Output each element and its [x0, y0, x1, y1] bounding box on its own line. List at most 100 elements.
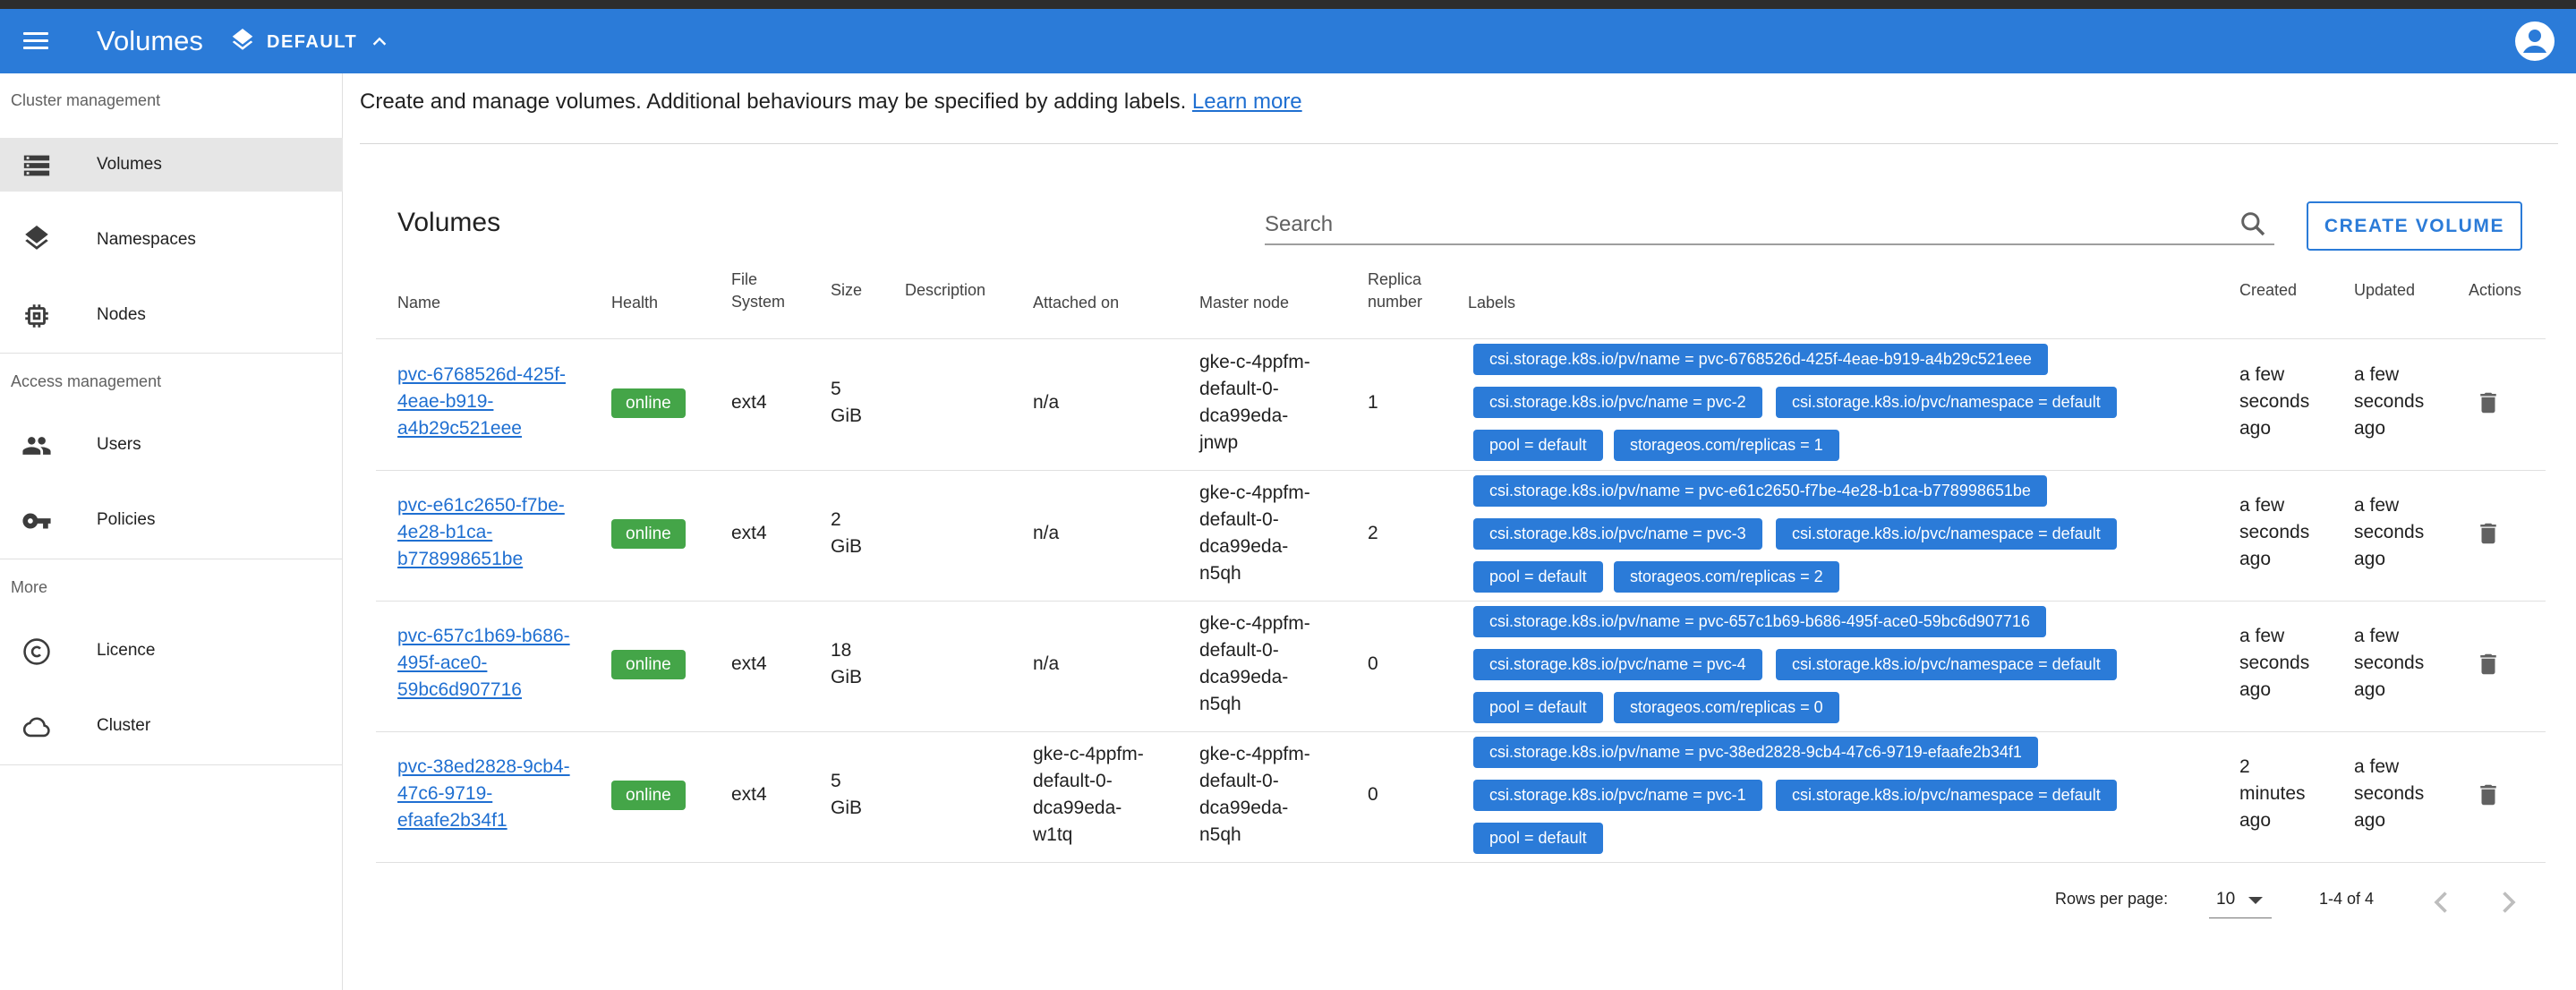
col-header-text: number: [1368, 293, 1423, 311]
attached-text: default-0-: [1033, 771, 1113, 791]
section-label-more: More: [11, 578, 48, 596]
table-row-divider: [376, 862, 2546, 863]
search-input[interactable]: [1265, 209, 2213, 240]
updated-text: ago: [2354, 549, 2386, 569]
col-header-health[interactable]: Health: [611, 294, 659, 312]
master-text: default-0-: [1199, 509, 1279, 530]
volume-name-link[interactable]: pvc-6768526d-425f- 4eae-b919- a4b29c521e…: [397, 362, 566, 442]
col-header-file-system[interactable]: File System: [731, 269, 785, 313]
health-badge: online: [611, 519, 686, 549]
health-badge: online: [611, 388, 686, 418]
attached-text: n/a: [1033, 392, 1060, 413]
delete-icon[interactable]: [2475, 389, 2502, 416]
updated-value: a few seconds ago: [2354, 754, 2424, 834]
label-chip: csi.storage.k8s.io/pvc/namespace = defau…: [1776, 518, 2117, 550]
sidebar-item-cluster[interactable]: Cluster: [0, 699, 343, 753]
master-text: default-0-: [1199, 379, 1279, 399]
volume-name-text[interactable]: a4b29c521eee: [397, 418, 522, 439]
master-text: n5qh: [1199, 563, 1241, 584]
sidebar-item-volumes[interactable]: Volumes: [0, 138, 343, 192]
created-text: ago: [2239, 810, 2272, 831]
created-text: seconds: [2239, 653, 2310, 673]
volume-name-text[interactable]: efaafe2b34f1: [397, 810, 508, 831]
updated-text: a few: [2354, 364, 2400, 385]
volume-name-text[interactable]: pvc-6768526d-425f-: [397, 364, 566, 385]
window-top-strip: [0, 0, 2576, 9]
previous-page-icon[interactable]: [2426, 886, 2458, 918]
master-node-value: gke-c-4ppfm- default-0- dca99eda- jnwp: [1199, 349, 1310, 457]
rows-per-page-select[interactable]: 10: [2209, 881, 2272, 918]
card-title: Volumes: [397, 208, 501, 237]
section-label-cluster-management: Cluster management: [11, 91, 161, 109]
size-value: 5 GiB: [831, 376, 862, 430]
master-node-value: gke-c-4ppfm- default-0- dca99eda- n5qh: [1199, 741, 1310, 849]
col-header-updated[interactable]: Updated: [2354, 281, 2416, 299]
delete-icon[interactable]: [2475, 781, 2502, 808]
health-badge: online: [611, 781, 686, 810]
volume-name-text[interactable]: 4e28-b1ca-: [397, 522, 493, 542]
file-system-value: ext4: [731, 784, 767, 805]
volume-name-link[interactable]: pvc-e61c2650-f7be- 4e28-b1ca- b778998651…: [397, 492, 565, 573]
col-header-labels[interactable]: Labels: [1468, 294, 1516, 312]
replica-value: 1: [1368, 392, 1378, 413]
chevron-down-icon: [2248, 897, 2263, 904]
volume-name-text[interactable]: b778998651be: [397, 549, 524, 569]
sidebar-item-namespaces[interactable]: Namespaces: [0, 213, 343, 267]
intro-text: Create and manage volumes. Additional be…: [360, 90, 1302, 115]
master-text: gke-c-4ppfm-: [1199, 613, 1310, 634]
namespace-selector[interactable]: DEFAULT: [229, 27, 389, 57]
col-header-text: Replica: [1368, 270, 1422, 288]
volume-name-text[interactable]: pvc-e61c2650-f7be-: [397, 495, 565, 516]
attached-on-value: n/a: [1033, 651, 1059, 678]
col-header-attached-on[interactable]: Attached on: [1033, 294, 1120, 312]
sidebar-item-users[interactable]: Users: [0, 418, 343, 472]
volume-name-text[interactable]: pvc-657c1b69-b686-: [397, 626, 570, 646]
label-chip: csi.storage.k8s.io/pv/name = pvc-38ed282…: [1473, 737, 2038, 768]
key-icon: [22, 513, 51, 529]
label-chip: pool = default: [1473, 823, 1603, 854]
volume-name-text[interactable]: 59bc6d907716: [397, 679, 522, 700]
account-icon[interactable]: [2513, 20, 2556, 63]
sidebar-item-licence[interactable]: Licence: [0, 624, 343, 678]
volume-name-text[interactable]: 47c6-9719-: [397, 783, 493, 804]
attached-on-value: gke-c-4ppfm- default-0- dca99eda- w1tq: [1033, 741, 1144, 849]
created-text: seconds: [2239, 522, 2310, 542]
updated-text: a few: [2354, 756, 2400, 777]
layers-icon: [232, 29, 253, 50]
volume-name-text[interactable]: 495f-ace0-: [397, 653, 488, 673]
master-text: dca99eda-: [1199, 798, 1289, 818]
attached-text: n/a: [1033, 653, 1060, 674]
volume-name-text[interactable]: 4eae-b919-: [397, 391, 494, 412]
col-header-replica-number[interactable]: Replica number: [1368, 269, 1422, 313]
sidebar-item-policies[interactable]: Policies: [0, 493, 343, 547]
search-icon[interactable]: [2239, 209, 2267, 238]
sidebar-item-label: Users: [97, 435, 141, 454]
delete-icon[interactable]: [2475, 651, 2502, 678]
sidebar-divider: [0, 353, 343, 354]
col-header-created[interactable]: Created: [2239, 281, 2298, 299]
table-row-divider: [376, 601, 2546, 602]
next-page-icon[interactable]: [2492, 886, 2524, 918]
sidebar-item-nodes[interactable]: Nodes: [0, 288, 343, 342]
master-text: dca99eda-: [1199, 405, 1289, 426]
size-text: 5: [831, 379, 841, 399]
volume-name-link[interactable]: pvc-38ed2828-9cb4- 47c6-9719- efaafe2b34…: [397, 754, 570, 834]
size-value: 18 GiB: [831, 637, 862, 691]
master-text: dca99eda-: [1199, 667, 1289, 687]
volume-name-text[interactable]: pvc-38ed2828-9cb4-: [397, 756, 570, 777]
learn-more-link[interactable]: Learn more: [1191, 90, 1302, 114]
col-header-size[interactable]: Size: [831, 281, 863, 299]
label-chip: csi.storage.k8s.io/pvc/namespace = defau…: [1776, 649, 2117, 680]
create-volume-button[interactable]: CREATE VOLUME: [2307, 201, 2522, 251]
col-header-master-node[interactable]: Master node: [1199, 294, 1290, 312]
col-header-name[interactable]: Name: [397, 294, 441, 312]
menu-button[interactable]: [20, 29, 55, 54]
delete-icon[interactable]: [2475, 520, 2502, 547]
volume-name-link[interactable]: pvc-657c1b69-b686- 495f-ace0- 59bc6d9077…: [397, 623, 570, 704]
label-chip: storageos.com/replicas = 2: [1614, 561, 1839, 593]
master-text: dca99eda-: [1199, 536, 1289, 557]
master-node-value: gke-c-4ppfm- default-0- dca99eda- n5qh: [1199, 610, 1310, 718]
replica-value: 0: [1368, 653, 1378, 674]
created-text: ago: [2239, 418, 2272, 439]
col-header-description[interactable]: Description: [905, 281, 986, 299]
